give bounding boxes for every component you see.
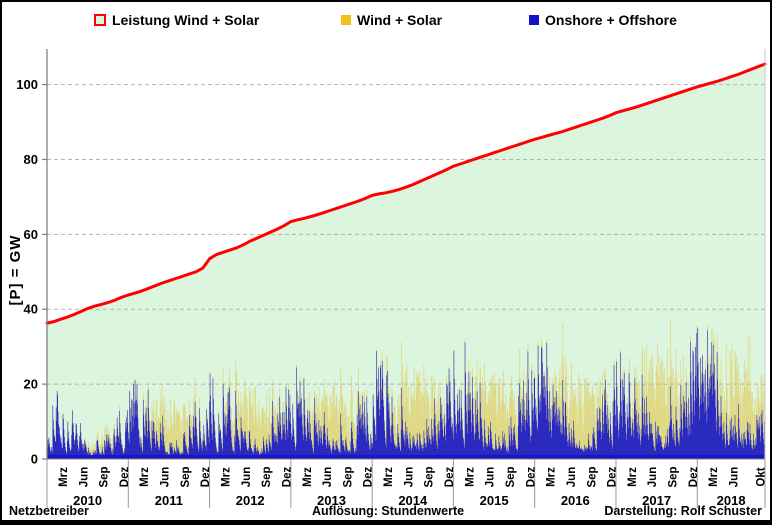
year-label: 2012 <box>236 493 265 508</box>
month-tick-label: Jun <box>160 467 172 487</box>
legend-label-leistung: Leistung Wind + Solar <box>112 12 260 28</box>
month-tick-label: Mrz <box>708 467 720 487</box>
year-label: 2013 <box>317 493 346 508</box>
month-tick-label: Jun <box>322 467 334 487</box>
year-label: 2017 <box>642 493 671 508</box>
footer-resolution-label: Auflösung: Stundenwerte <box>312 504 465 518</box>
year-label: 2018 <box>717 493 746 508</box>
month-tick-label: Mrz <box>58 467 70 487</box>
legend-label-onshore-offshore: Onshore + Offshore <box>545 12 677 28</box>
month-tick-label: Okt <box>756 467 768 486</box>
month-tick-label: Sep <box>586 466 598 487</box>
month-tick-label: Jun <box>485 467 497 487</box>
y-tick-label: 80 <box>24 152 38 167</box>
month-tick-label: Sep <box>342 466 354 487</box>
legend-item-onshore-offshore: Onshore + Offshore <box>529 11 677 29</box>
y-tick-label: 60 <box>24 227 38 242</box>
y-tick-label: 20 <box>24 377 38 392</box>
month-tick-label: Sep <box>424 466 436 487</box>
month-tick-label: Mrz <box>221 467 233 487</box>
month-tick-label: Sep <box>505 466 517 487</box>
month-tick-label: Mrz <box>383 467 395 487</box>
year-label: 2010 <box>73 493 102 508</box>
legend-marker-onshore-offshore-icon <box>529 15 539 25</box>
footer-credit-label: Darstellung: Rolf Schuster <box>604 504 762 518</box>
month-tick-label: Mrz <box>302 467 314 487</box>
month-tick-label: Sep <box>99 466 111 487</box>
wind-spikes-base <box>47 454 765 459</box>
month-tick-label: Dez <box>688 467 700 488</box>
month-tick-label: Dez <box>363 467 375 488</box>
year-label: 2016 <box>561 493 590 508</box>
y-tick-label: 100 <box>16 77 38 92</box>
month-tick-label: Dez <box>607 467 619 488</box>
month-tick-label: Jun <box>241 467 253 487</box>
month-tick-label: Jun <box>78 467 90 487</box>
year-label: 2015 <box>480 493 509 508</box>
year-label: 2014 <box>398 493 428 508</box>
year-label: 2011 <box>155 493 183 508</box>
capacity-line <box>45 62 767 325</box>
month-tick-label: Dez <box>444 467 456 488</box>
y-tick-label: 0 <box>31 452 38 467</box>
y-tick-label: 40 <box>24 302 38 317</box>
month-tick-label: Mrz <box>546 467 558 487</box>
month-tick-label: Jun <box>566 467 578 487</box>
month-tick-label: Mrz <box>464 467 476 487</box>
month-tick-label: Mrz <box>627 467 639 487</box>
month-tick-label: Dez <box>200 467 212 488</box>
legend-label-windsolar: Wind + Solar <box>357 12 443 28</box>
month-tick-label: Dez <box>525 467 537 488</box>
legend-marker-leistung-icon <box>94 14 106 26</box>
footer-source-label: Netzbetreiber <box>9 504 89 518</box>
month-tick-label: Sep <box>261 466 273 487</box>
month-tick-label: Jun <box>403 467 415 487</box>
month-tick-label: Dez <box>119 467 131 488</box>
legend-marker-windsolar-icon <box>341 15 351 25</box>
month-tick-label: Sep <box>668 466 680 487</box>
capacity-area <box>47 64 765 459</box>
month-tick-label: Mrz <box>139 467 151 487</box>
month-tick-label: Sep <box>180 466 192 487</box>
legend-item-leistung: Leistung Wind + Solar <box>94 11 259 29</box>
month-tick-label: Jun <box>647 467 659 487</box>
month-tick-label: Dez <box>282 467 294 488</box>
legend-item-windsolar: Wind + Solar <box>341 11 442 29</box>
month-tick-label: Jun <box>729 467 741 487</box>
